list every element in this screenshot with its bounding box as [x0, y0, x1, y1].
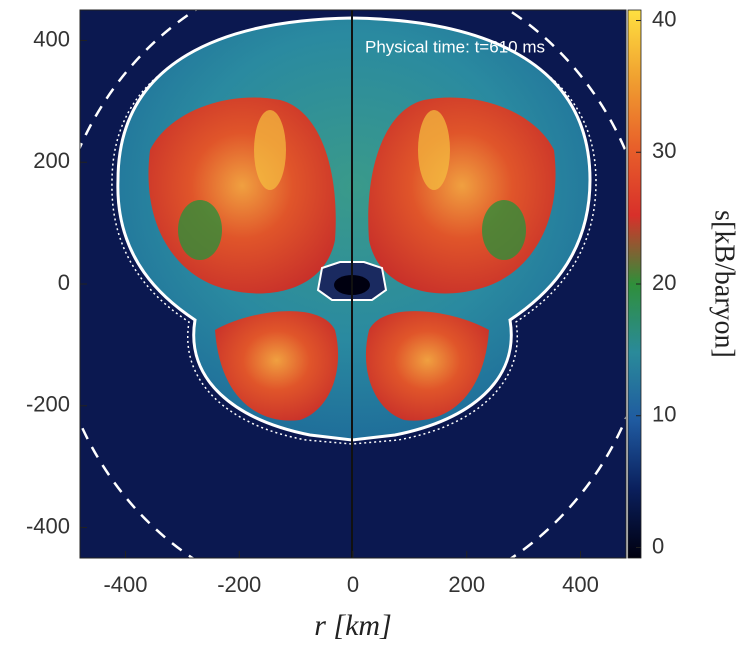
y-tick-label: 400 [33, 26, 70, 51]
y-tick-label: 0 [58, 270, 70, 295]
annotation: Physical time: t=610 ms [365, 37, 545, 56]
x-tick-label: 400 [562, 572, 599, 597]
x-tick-label: -400 [103, 572, 147, 597]
y-tick-label: -200 [26, 392, 70, 417]
y-tick-label: -400 [26, 513, 70, 538]
x-tick-label: 0 [347, 572, 359, 597]
colorbar-tick-label: 20 [652, 270, 676, 295]
x-tick-label: 200 [448, 572, 485, 597]
colorbar-tick-label: 40 [652, 6, 676, 31]
y-tick-label: 200 [33, 148, 70, 173]
colorbar-tick-label: 10 [652, 402, 676, 427]
field [80, 10, 626, 558]
colorbar-label: s[kB/baryon] [709, 210, 740, 358]
x-axis-label: r [km] [314, 609, 392, 642]
x-tick-label: -200 [217, 572, 261, 597]
colorbar-tick-label: 0 [652, 533, 664, 558]
colorbar-tick-label: 30 [652, 138, 676, 163]
